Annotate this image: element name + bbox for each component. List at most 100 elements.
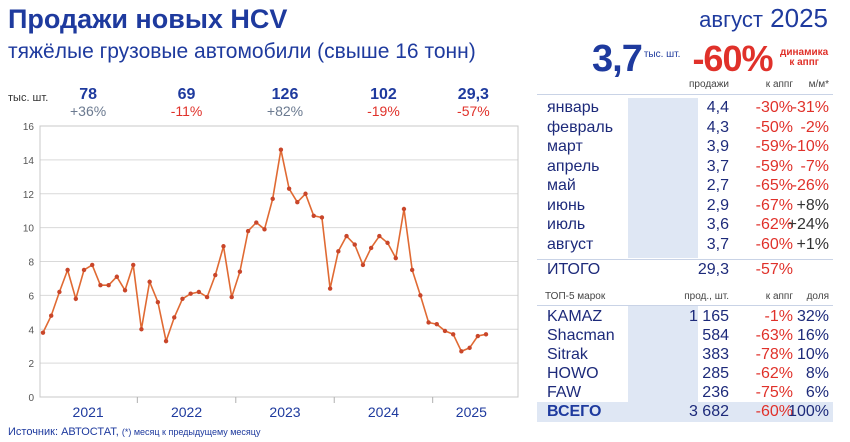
- data-point: [155, 299, 161, 305]
- data-point: [270, 196, 275, 202]
- year-annotation: 102 -19%: [348, 86, 418, 119]
- table-row: февраль 4,3 -50% -2%: [537, 118, 833, 137]
- data-point: [122, 288, 128, 293]
- data-point: [409, 267, 415, 273]
- data-point: [90, 262, 95, 268]
- y-tick-label: 4: [28, 325, 34, 336]
- y-tick-label: 8: [28, 258, 34, 269]
- month-sales: 4,4: [706, 99, 729, 116]
- brand-name: KAMAZ: [547, 308, 603, 325]
- header-brand-yoy: к аппг: [765, 291, 793, 302]
- kpi-dynamics-line2: к аппг: [789, 57, 819, 68]
- month-name: июль: [547, 216, 586, 233]
- y-tick-label: 2: [28, 359, 34, 370]
- month-sales: 3,9: [706, 138, 729, 155]
- brand-total-shade: [537, 402, 833, 422]
- data-point: [418, 293, 423, 298]
- page-subtitle: тяжёлые грузовые автомобили (свыше 16 то…: [8, 40, 476, 63]
- month-yoy: -62%: [755, 216, 793, 233]
- period-year: 2025: [770, 3, 828, 33]
- year-change-value: -11%: [170, 103, 203, 119]
- total-row: ИТОГО 29,3 -57%: [537, 260, 833, 279]
- data-point: [434, 321, 439, 327]
- year-total-value: 69: [177, 86, 196, 103]
- month-yoy: -65%: [755, 177, 793, 194]
- y-tick-label: 10: [23, 224, 35, 235]
- y-tick-label: 0: [28, 393, 34, 404]
- x-year-label: 2023: [269, 404, 300, 420]
- table-row: январь 4,4 -30% -31%: [537, 98, 833, 117]
- brand-row: Sitrak 383 -78% 10%: [537, 345, 833, 364]
- data-point: [213, 272, 218, 278]
- year-total-value: 126: [271, 86, 299, 103]
- data-point: [426, 320, 431, 325]
- year-total-value: 102: [370, 86, 397, 103]
- total-sales: 29,3: [697, 261, 729, 278]
- period-month: август: [699, 7, 763, 32]
- data-point: [73, 296, 79, 301]
- data-point: [49, 313, 54, 318]
- sales-column-shade: [628, 98, 698, 258]
- total-yoy: -57%: [755, 261, 793, 278]
- month-yoy: -60%: [755, 235, 793, 253]
- data-point: [311, 213, 316, 218]
- data-point: [459, 349, 464, 354]
- year-annotation: 78 +36%: [53, 86, 123, 119]
- table-row: май 2,7 -65% -26%: [537, 176, 833, 195]
- data-point: [139, 327, 144, 332]
- brand-row: FAW 236 -75% 6%: [537, 383, 833, 402]
- data-point: [475, 333, 480, 339]
- data-point: [196, 289, 202, 295]
- x-year-label: 2021: [73, 404, 104, 420]
- month-sales: 4,3: [706, 118, 729, 136]
- header-mom: м/м*: [808, 79, 829, 90]
- kpi-dynamics-label: динамика к аппг: [780, 48, 828, 68]
- brand-name: Shacman: [547, 327, 615, 344]
- brand-share: 6%: [805, 384, 829, 401]
- month-mom: -10%: [791, 138, 829, 155]
- y-tick-label: 12: [23, 190, 35, 201]
- data-point: [131, 262, 136, 268]
- line-chart: 0 2 4 6 8 10 12 14 16 2021 2022 2023 2024 2025: [23, 122, 519, 420]
- table-row: март 3,9 -59% -10%: [537, 137, 833, 156]
- year-total-value: 29,3: [457, 86, 489, 103]
- brand-share: 16%: [796, 327, 829, 344]
- data-point: [327, 286, 333, 291]
- x-year-label: 2022: [171, 404, 202, 420]
- data-point: [57, 289, 62, 295]
- data-point: [188, 291, 193, 296]
- data-point: [377, 233, 382, 239]
- brand-total-row: ВСЕГО 3 682 -60% 100%: [537, 402, 833, 421]
- month-yoy: -59%: [755, 157, 793, 175]
- data-point: [81, 267, 87, 273]
- brand-units: 1 165: [688, 308, 729, 325]
- table-row: июль 3,6 -62% +24%: [537, 215, 833, 234]
- year-change-value: -57%: [457, 103, 490, 119]
- y-axis-unit: тыс. шт.: [8, 92, 49, 104]
- data-point: [368, 245, 374, 251]
- total-label: ИТОГО: [547, 261, 601, 278]
- month-sales: 2,9: [706, 196, 729, 214]
- data-point: [65, 267, 70, 273]
- year-annotation: 29,3 -57%: [438, 86, 508, 119]
- data-point: [295, 200, 300, 205]
- brand-yoy: -1%: [764, 308, 793, 325]
- brand-row: KAMAZ 1 165 -1% 32%: [537, 307, 833, 326]
- period-label: август 2025: [699, 3, 828, 34]
- month-sales: 3,6: [706, 216, 729, 233]
- brand-yoy: -75%: [755, 384, 793, 401]
- data-point: [262, 227, 267, 232]
- data-point: [393, 255, 398, 261]
- y-tick-label: 16: [23, 122, 35, 133]
- header-brand: ТОП-5 марок: [545, 291, 606, 302]
- brand-total-yoy: -60%: [755, 403, 793, 420]
- month-mom: -2%: [800, 118, 829, 136]
- series-line: [42, 149, 487, 353]
- table-row: июнь 2,9 -67% +8%: [537, 196, 833, 215]
- data-point: [303, 191, 308, 196]
- table-row: август 3,7 -60% +1%: [537, 235, 833, 254]
- brands-table-header: ТОП-5 марок прод., шт. к аппг доля: [537, 290, 833, 304]
- data-point: [221, 244, 226, 249]
- month-sales: 3,7: [706, 157, 729, 175]
- brand-row: HOWO 285 -62% 8%: [537, 364, 833, 383]
